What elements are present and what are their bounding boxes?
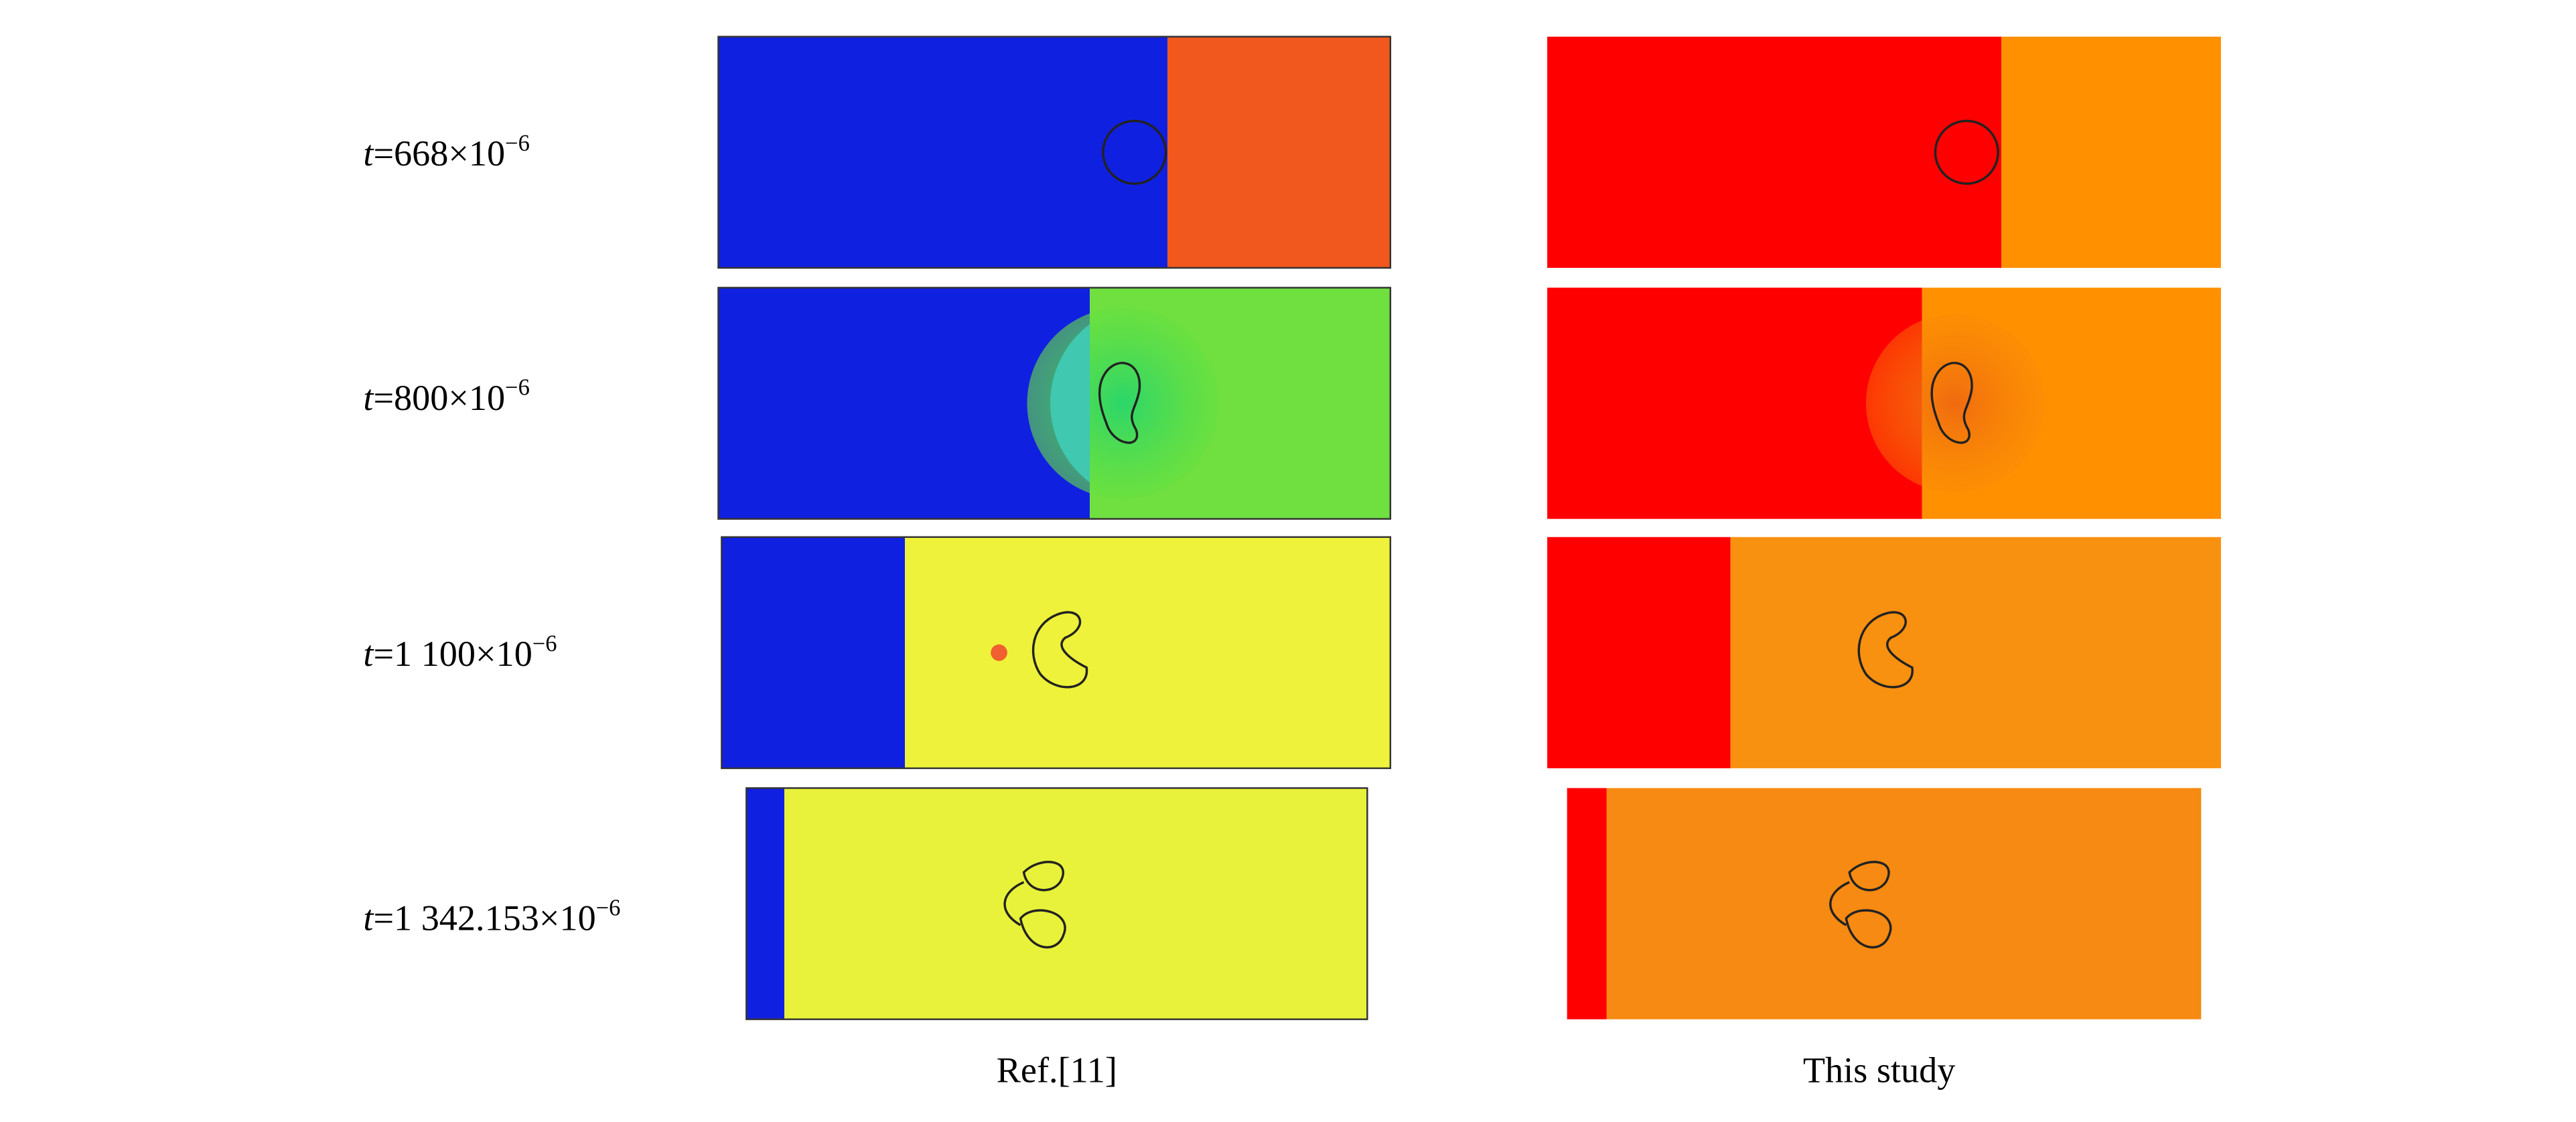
hot-spot	[991, 644, 1007, 661]
label-exponent: −6	[505, 375, 530, 401]
row-labels: t=668×10−6t=800×10−6t=1 100×10−6t=1 342.…	[363, 131, 620, 938]
label-exponent: −6	[532, 631, 557, 656]
region-red	[1547, 287, 1922, 519]
label-value: =1 100×10	[373, 634, 532, 674]
region-orange	[2001, 36, 2221, 268]
region-red	[1547, 36, 2002, 268]
label-variable: t	[363, 133, 374, 173]
panel-border	[717, 36, 1392, 269]
row-label: t=1 342.153×10−6	[363, 895, 620, 938]
label-value: =668×10	[373, 133, 505, 173]
label-value: =1 342.153×10	[373, 898, 595, 938]
column-caption: This study	[1803, 1050, 1955, 1090]
region-orange	[1606, 788, 2202, 1020]
interface	[1857, 611, 1914, 689]
interface	[1031, 611, 1088, 689]
label-value: =800×10	[373, 378, 505, 418]
region-blue	[721, 537, 906, 768]
region-orange	[1730, 537, 2221, 768]
shock	[1050, 324, 1090, 483]
interface	[1930, 362, 1973, 444]
label-exponent: −6	[596, 895, 621, 920]
interface	[1098, 362, 1141, 444]
interface	[1829, 861, 1892, 949]
interface	[1934, 119, 1999, 185]
region-red	[1167, 36, 1390, 268]
interface	[1102, 119, 1167, 185]
label-variable: t	[363, 378, 374, 418]
row-label: t=800×10−6	[363, 375, 529, 418]
panel-border	[745, 787, 1368, 1020]
column-caption: Ref.[11]	[997, 1050, 1117, 1090]
label-exponent: −6	[505, 131, 530, 156]
region-red	[1567, 788, 1607, 1020]
panel-border	[721, 536, 1392, 770]
label-variable: t	[363, 898, 374, 938]
region-yellow	[905, 537, 1390, 768]
row-label: t=668×10−6	[363, 131, 529, 173]
interface	[1003, 861, 1066, 949]
panel-border	[717, 287, 1392, 520]
region-blue	[746, 788, 785, 1020]
region-red	[1547, 537, 1731, 768]
region-yellow	[784, 788, 1368, 1020]
panels	[717, 36, 2221, 1020]
label-variable: t	[363, 634, 374, 674]
region-blue	[718, 36, 1168, 268]
bubble	[1865, 313, 2045, 493]
row-label: t=1 100×10−6	[363, 631, 557, 674]
